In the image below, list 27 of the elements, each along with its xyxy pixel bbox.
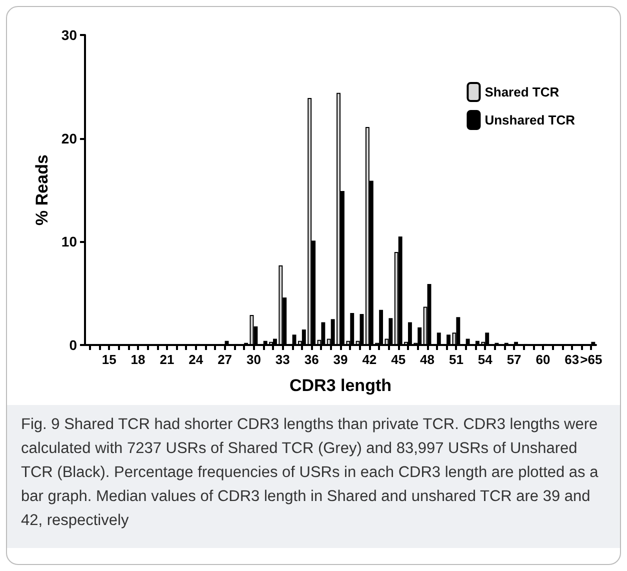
x-tick-label: 60: [536, 352, 550, 367]
y-tick-label: 0: [69, 337, 78, 353]
x-tick-label: >65: [580, 352, 602, 367]
caption: Fig. 9 Shared TCR had shorter CDR3 lengths than private TCR. CDR3 lengths were calculated with 7237 USRs of Shared TCR (Grey) and 83,997 USRs of Unshared TCR (Black). Percentage frequencies of USRs in each CDR3 length are plotted as a bar graph. Median values of CDR3 length in Shared and unshared TCR are 39 and 42, respectively: [7, 405, 620, 548]
x-tick-label: 21: [160, 352, 174, 367]
legend-label: Unshared TCR: [484, 112, 576, 128]
x-tick-label: 15: [102, 352, 116, 367]
x-tick-label: 45: [391, 352, 406, 367]
y-tick-label: 30: [61, 27, 78, 43]
x-tick-label: 63: [564, 352, 580, 367]
y-tick-label: 10: [61, 234, 78, 250]
x-tick-label: 57: [506, 352, 522, 367]
x-axis-title: CDR3 length: [290, 376, 392, 395]
x-tick-label: 36: [304, 352, 319, 367]
x-tick-label: 27: [218, 352, 232, 367]
x-tick-label: 54: [478, 352, 494, 367]
x-tick-label: 30: [246, 352, 261, 367]
x-tick-label: 48: [420, 352, 435, 367]
x-tick-label: 51: [448, 352, 464, 367]
x-tick-label: 39: [333, 352, 348, 367]
x-tick-label: 18: [130, 352, 146, 367]
y-axis-title: % Reads: [32, 154, 52, 226]
x-tick-label: 33: [275, 352, 290, 367]
y-tick-label: 20: [61, 130, 78, 146]
x-tick-label: 24: [188, 352, 204, 367]
x-tick-label: 42: [362, 352, 377, 367]
legend-label: Shared TCR: [484, 84, 560, 100]
